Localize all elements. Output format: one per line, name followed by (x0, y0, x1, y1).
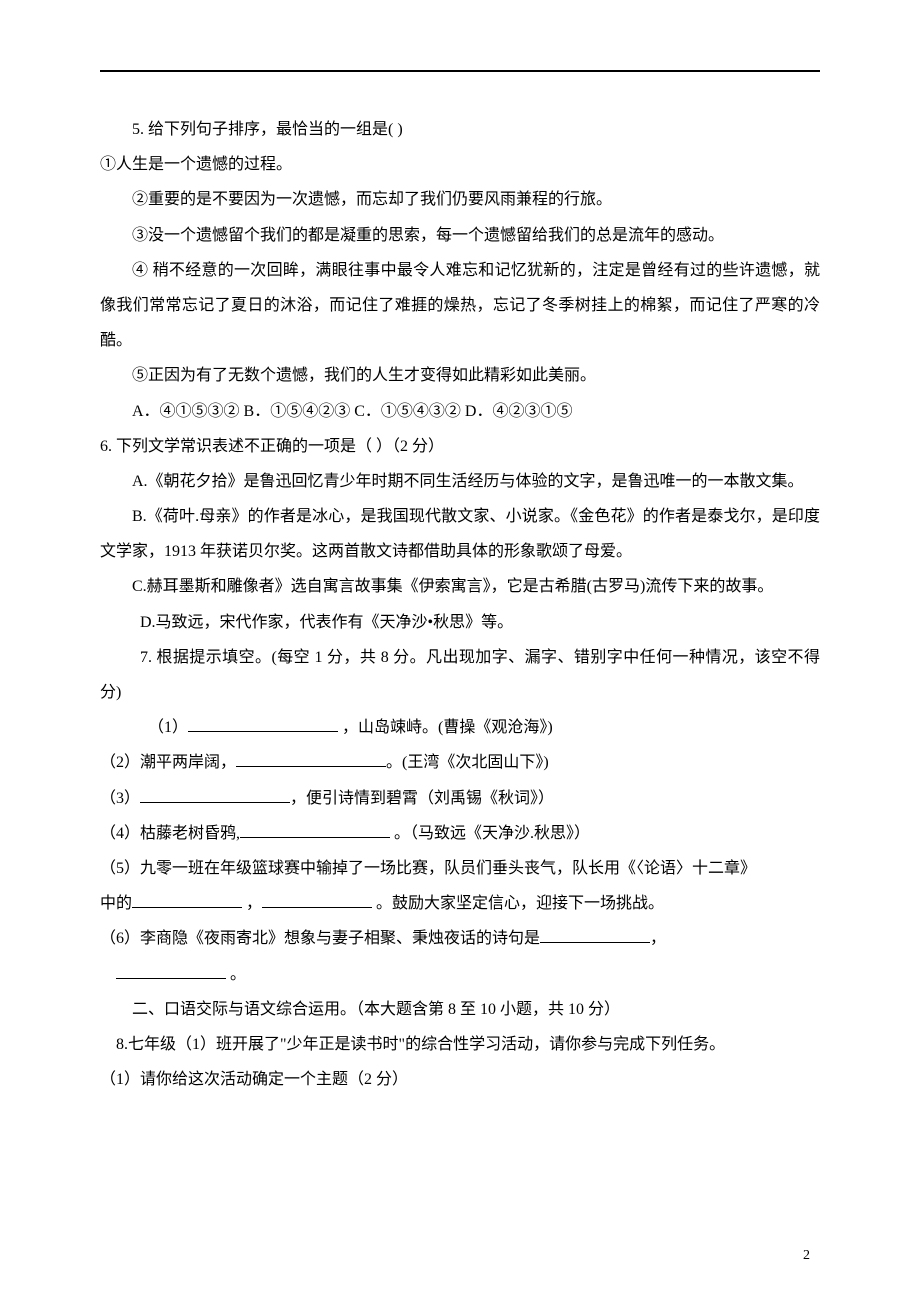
fill-blank (540, 927, 650, 943)
q7-item3: （3） ，便引诗情到碧霄（刘禹锡《秋词》） (100, 781, 820, 816)
q7-item1-prefix: （1） (148, 719, 188, 736)
q7-item4-suffix: 。（马致远《天净沙.秋思》） (390, 825, 590, 842)
fill-blank (188, 716, 338, 732)
q7-item4: （4）枯藤老树昏鸦, 。（马致远《天净沙.秋思》） (100, 816, 820, 851)
q7-item5-line2: 中的 ， 。鼓励大家坚定信心，迎接下一场挑战。 (100, 886, 820, 921)
q7-item6-suffix: 。 (226, 966, 246, 983)
q5-line1: ①人生是一个遗憾的过程。 (100, 147, 820, 182)
fill-blank (132, 892, 242, 908)
q7-item6-line2: 。 (100, 957, 820, 992)
q7-item2: （2）潮平两岸阔， 。(王湾《次北固山下》) (100, 745, 820, 780)
fill-blank (140, 787, 290, 803)
q8-sub1: （1）请你给这次活动确定一个主题（2 分） (100, 1062, 820, 1097)
q5-stem: 5. 给下列句子排序，最恰当的一组是( ) (100, 112, 820, 147)
fill-blank (236, 751, 386, 767)
page-number: 2 (803, 1241, 810, 1272)
q7-item5-sep: ， (242, 895, 262, 912)
section2-heading: 二、口语交际与语文综合运用。（本大题含第 8 至 10 小题，共 10 分） (100, 992, 820, 1027)
q7-item3-suffix: ，便引诗情到碧霄（刘禹锡《秋词》） (290, 790, 554, 807)
document-content: 5. 给下列句子排序，最恰当的一组是( ) ①人生是一个遗憾的过程。 ②重要的是… (100, 112, 820, 1097)
q7-item5-line1: （5）九零一班在年级篮球赛中输掉了一场比赛，队员们垂头丧气，队长用《〈论语〉十二… (100, 851, 820, 886)
q6-option-c: C.赫耳墨斯和雕像者》选自寓言故事集《伊索寓言》，它是古希腊(古罗马)流传下来的… (100, 569, 820, 604)
q5-line5: ⑤正因为有了无数个遗憾，我们的人生才变得如此精彩如此美丽。 (100, 358, 820, 393)
q7-item6-sep: ， (650, 930, 666, 947)
q6-stem: 6. 下列文学常识表述不正确的一项是（ ）（2 分） (100, 429, 820, 464)
q7-item1-suffix: ，山岛竦峙。(曹操《观沧海》) (338, 719, 553, 736)
fill-blank (240, 822, 390, 838)
q7-item6-prefix: （6）李商隐《夜雨寄北》想象与妻子相聚、秉烛夜话的诗句是 (100, 930, 540, 947)
q7-item1: （1） ，山岛竦峙。(曹操《观沧海》) (100, 710, 820, 745)
q6-option-a: A.《朝花夕拾》是鲁迅回忆青少年时期不同生活经历与体验的文字，是鲁迅唯一的一本散… (100, 464, 820, 499)
q7-item4-prefix: （4）枯藤老树昏鸦, (100, 825, 240, 842)
top-rule (100, 70, 820, 72)
q7-stem: 7. 根据提示填空。(每空 1 分，共 8 分。凡出现加字、漏字、错别字中任何一… (100, 640, 820, 710)
q7-item5-mid: 中的 (100, 895, 132, 912)
q7-item2-suffix: 。(王湾《次北固山下》) (386, 754, 549, 771)
q5-line4: ④ 稍不经意的一次回眸，满眼往事中最令人难忘和记忆犹新的，注定是曾经有过的些许遗… (100, 253, 820, 359)
fill-blank (262, 892, 372, 908)
q5-line3: ③没一个遗憾留个我们的都是凝重的思索，每一个遗憾留给我们的总是流年的感动。 (100, 218, 820, 253)
q7-item6-line1: （6）李商隐《夜雨寄北》想象与妻子相聚、秉烛夜话的诗句是 ， (100, 921, 820, 956)
q5-line2: ②重要的是不要因为一次遗憾，而忘却了我们仍要风雨兼程的行旅。 (100, 182, 820, 217)
q7-item3-prefix: （3） (100, 790, 140, 807)
q7-item2-prefix: （2）潮平两岸阔， (100, 754, 236, 771)
q8-stem: 8.七年级（1）班开展了"少年正是读书时"的综合性学习活动，请你参与完成下列任务… (100, 1027, 820, 1062)
fill-blank (116, 963, 226, 979)
q5-options: A．④①⑤③② B．①⑤④②③ C．①⑤④③② D．④②③①⑤ (100, 394, 820, 429)
q6-option-d: D.马致远，宋代作家，代表作有《天净沙•秋思》等。 (100, 605, 820, 640)
q7-item5-suffix: 。鼓励大家坚定信心，迎接下一场挑战。 (372, 895, 664, 912)
q6-option-b: B.《荷叶.母亲》的作者是冰心，是我国现代散文家、小说家。《金色花》的作者是泰戈… (100, 499, 820, 569)
